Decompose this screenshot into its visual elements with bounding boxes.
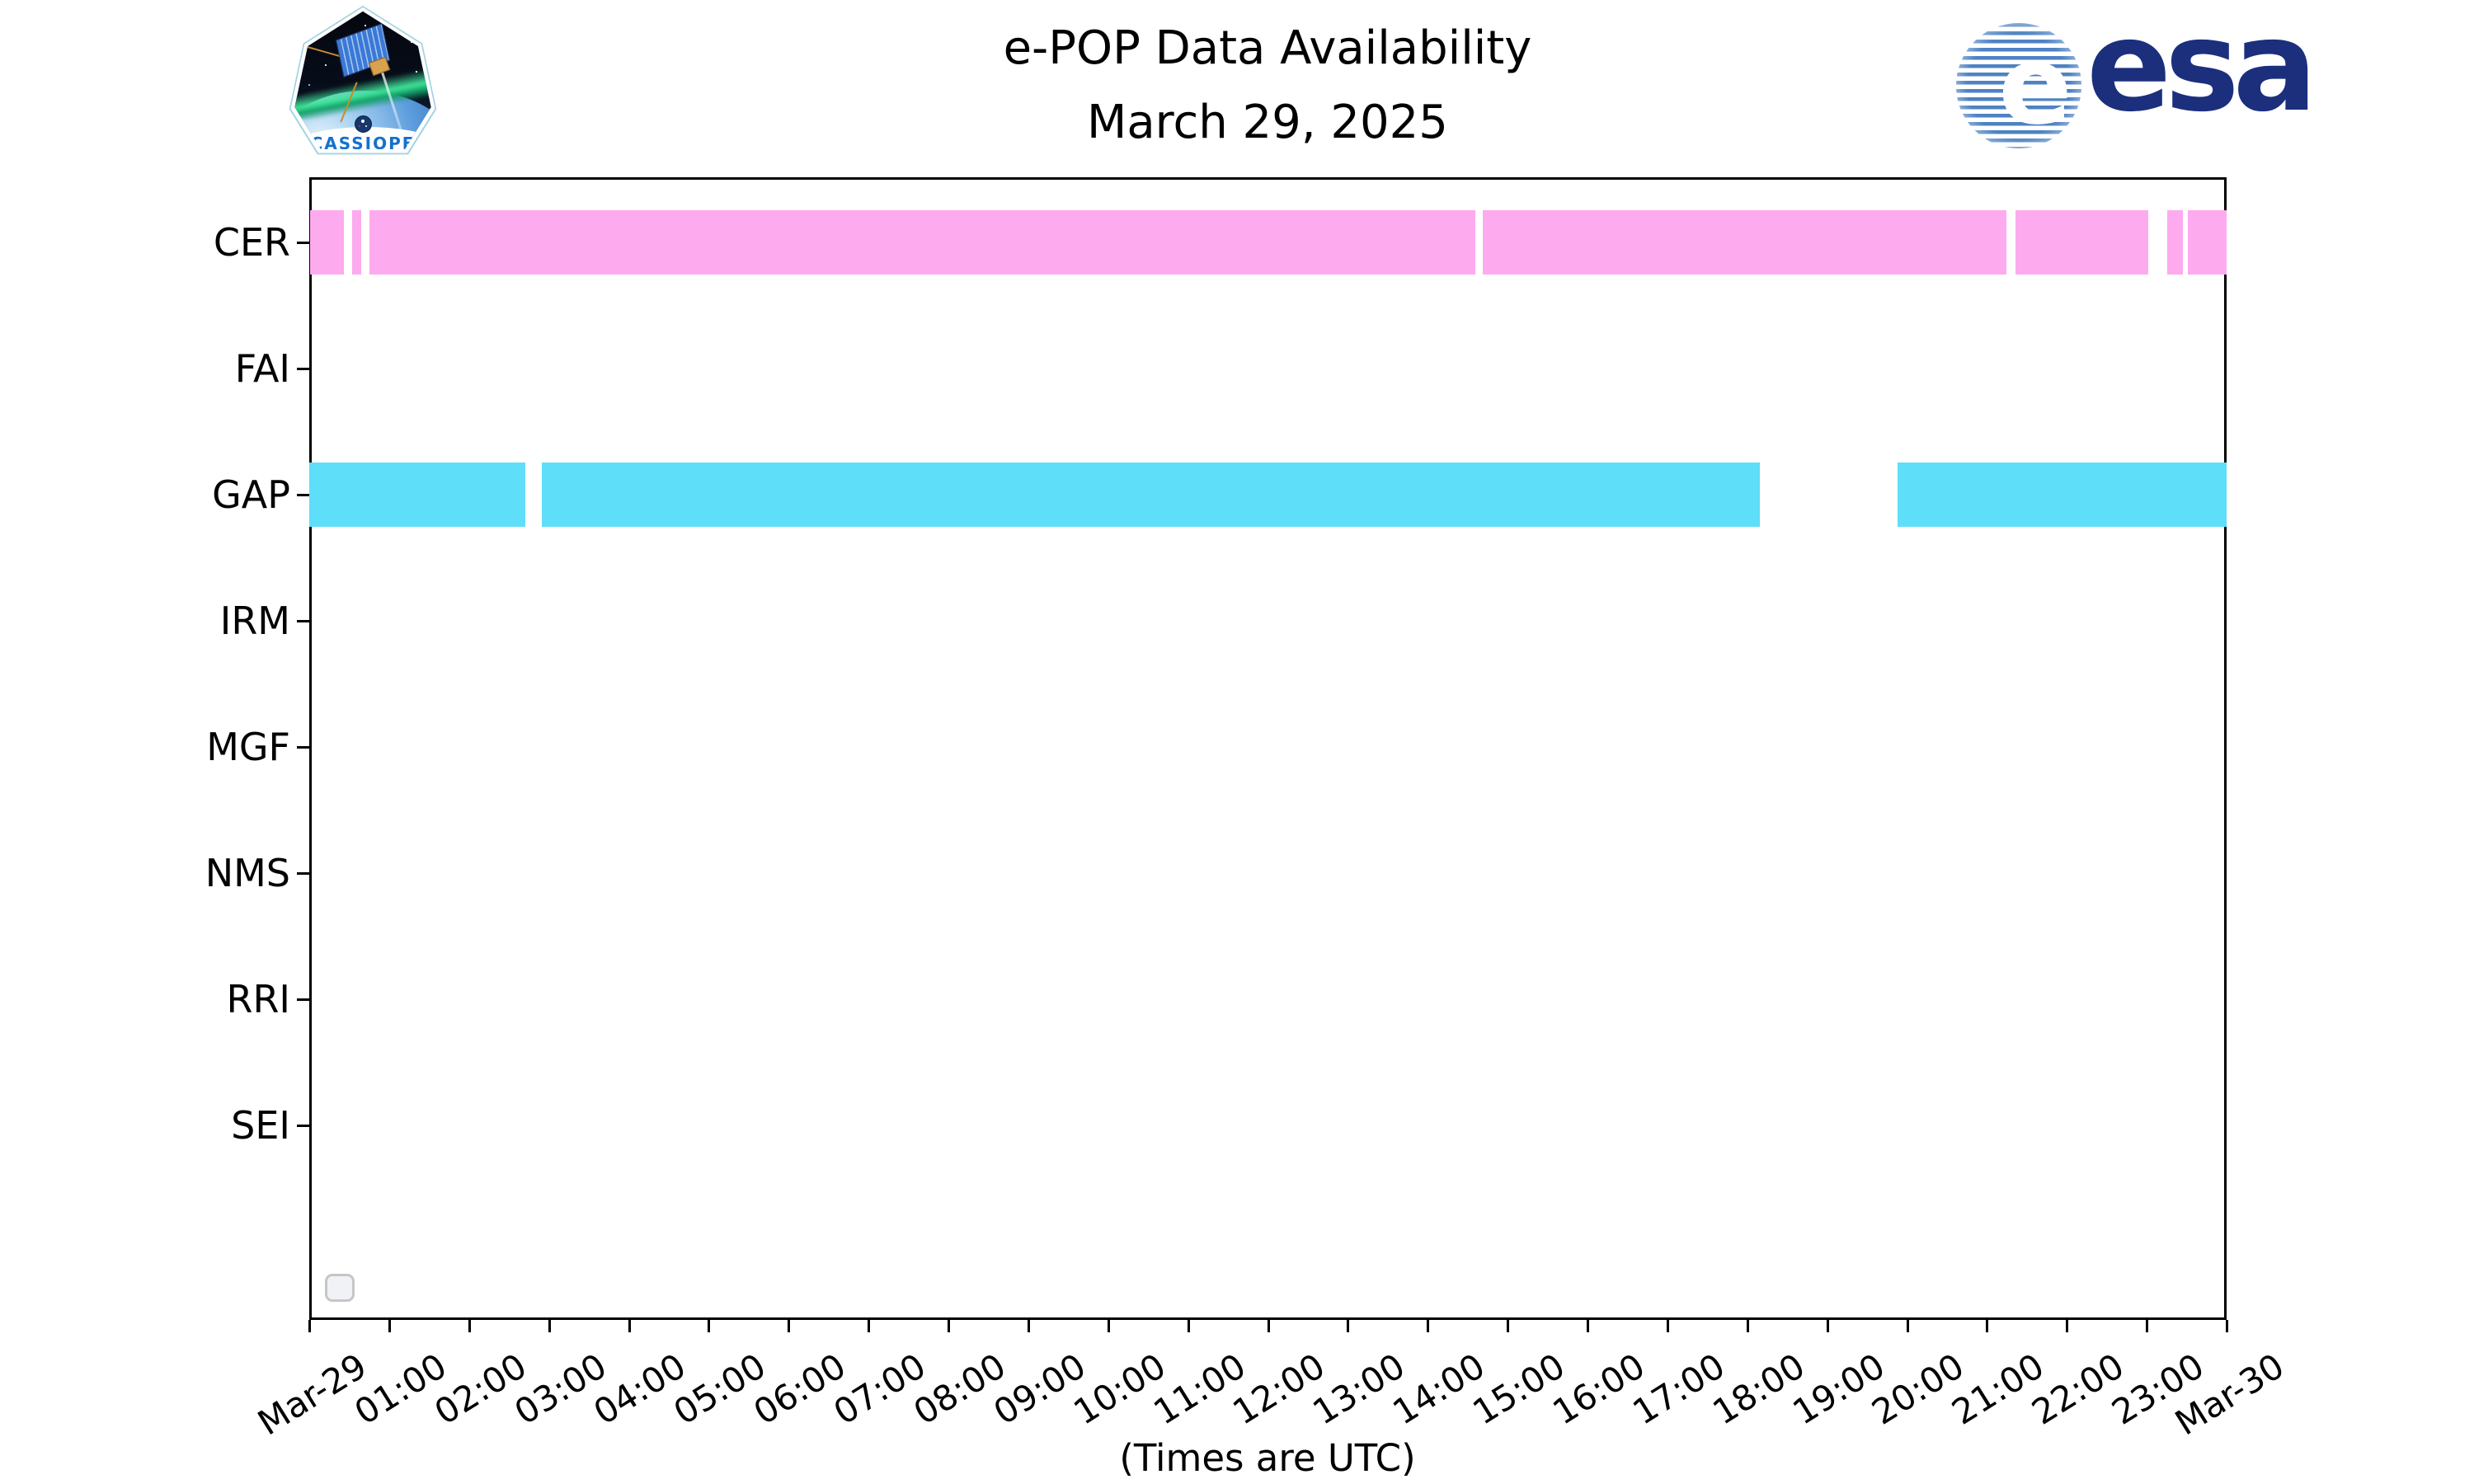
- x-tick-mark: [1587, 1320, 1589, 1332]
- x-tick-label-1000: 10:00: [1066, 1345, 1173, 1433]
- x-tick-mark: [708, 1320, 711, 1332]
- y-tick-mark: [297, 620, 309, 622]
- x-axis-label: (Times are UTC): [1119, 1436, 1416, 1480]
- y-tick-label-fai: FAI: [234, 346, 290, 391]
- x-tick-label-1900: 19:00: [1785, 1345, 1892, 1433]
- x-tick-label-1600: 16:00: [1545, 1345, 1652, 1433]
- x-tick-label-1100: 11:00: [1145, 1345, 1253, 1433]
- satellite-boom-icon: [380, 12, 420, 43]
- y-tick-label-irm: IRM: [219, 599, 290, 643]
- y-tick-mark: [297, 746, 309, 749]
- availability-segment-cer: [2188, 210, 2227, 275]
- availability-segment-cer: [309, 210, 345, 275]
- x-tick-label-0700: 07:00: [826, 1345, 934, 1433]
- cassiope-label: CASSIOPE: [310, 134, 416, 153]
- availability-segment-cer: [2015, 210, 2148, 275]
- x-tick-label-1500: 15:00: [1465, 1345, 1573, 1433]
- x-tick-mark: [1906, 1320, 1909, 1332]
- x-tick-label-1700: 17:00: [1625, 1345, 1732, 1433]
- csa-emblem-icon: [355, 115, 372, 133]
- x-tick-mark: [468, 1320, 471, 1332]
- x-tick-label-1400: 14:00: [1385, 1345, 1493, 1433]
- x-tick-mark: [1826, 1320, 1829, 1332]
- x-tick-label-0200: 02:00: [427, 1345, 534, 1433]
- x-tick-label-2100: 21:00: [1945, 1345, 2052, 1433]
- x-tick-label-0100: 01:00: [347, 1345, 454, 1433]
- x-tick-mark: [388, 1320, 391, 1332]
- x-tick-mark: [1187, 1320, 1190, 1332]
- x-tick-label-0900: 09:00: [986, 1345, 1093, 1433]
- x-tick-mark: [2146, 1320, 2149, 1332]
- x-tick-mark: [788, 1320, 791, 1332]
- x-tick-mark: [1267, 1320, 1270, 1332]
- x-tick-mark: [1986, 1320, 1989, 1332]
- availability-segment-cer: [2166, 210, 2183, 275]
- x-tick-mark: [548, 1320, 551, 1332]
- x-tick-label-1300: 13:00: [1305, 1345, 1413, 1433]
- x-tick-label-1200: 12:00: [1225, 1345, 1333, 1433]
- x-tick-mark: [2226, 1320, 2228, 1332]
- x-tick-mark: [1027, 1320, 1030, 1332]
- x-tick-mark: [628, 1320, 631, 1332]
- y-tick-mark: [297, 998, 309, 1001]
- x-tick-label-0500: 05:00: [666, 1345, 774, 1433]
- y-tick-mark: [297, 494, 309, 496]
- x-tick-label-0600: 06:00: [746, 1345, 854, 1433]
- x-tick-mark: [948, 1320, 950, 1332]
- x-tick-mark: [1746, 1320, 1749, 1332]
- y-tick-label-mgf: MGF: [206, 725, 290, 769]
- x-tick-mark: [2066, 1320, 2069, 1332]
- x-tick-label-2200: 22:00: [2025, 1345, 2132, 1433]
- x-tick-label-0400: 04:00: [586, 1345, 694, 1433]
- y-tick-label-cer: CER: [213, 220, 290, 265]
- y-tick-mark: [297, 368, 309, 370]
- legend-box: [325, 1274, 355, 1302]
- esa-wordmark: esa: [2086, 0, 2317, 139]
- x-tick-mark: [1347, 1320, 1350, 1332]
- y-tick-mark: [297, 872, 309, 875]
- chart-title-line1: e-POP Data Availability: [1003, 21, 1532, 75]
- stars-graphic: [290, 10, 292, 12]
- x-tick-label-1800: 18:00: [1705, 1345, 1812, 1433]
- y-tick-label-gap: GAP: [212, 472, 290, 517]
- x-tick-mark: [1107, 1320, 1110, 1332]
- esa-globe-e-icon: e: [1998, 22, 2072, 149]
- y-tick-label-nms: NMS: [205, 851, 290, 895]
- plot-area: [309, 177, 2227, 1320]
- x-tick-label-2000: 20:00: [1865, 1345, 1972, 1433]
- x-tick-label-0800: 08:00: [906, 1345, 1013, 1433]
- x-tick-mark: [1666, 1320, 1669, 1332]
- availability-segment-gap: [309, 463, 526, 527]
- x-tick-mark: [868, 1320, 871, 1332]
- esa-globe-icon: [1956, 23, 2081, 148]
- availability-segment-cer: [1482, 210, 2007, 275]
- y-tick-label-sei: SEI: [231, 1103, 290, 1148]
- chart-title-line2: March 29, 2025: [1087, 96, 1448, 149]
- y-tick-mark: [297, 242, 309, 244]
- availability-segment-gap: [1898, 463, 2227, 527]
- x-tick-label-0300: 03:00: [506, 1345, 614, 1433]
- availability-segment-gap: [542, 463, 1760, 527]
- x-tick-mark: [1427, 1320, 1430, 1332]
- esa-logo: e esa: [1956, 0, 2317, 161]
- x-tick-mark: [1507, 1320, 1510, 1332]
- chart-title: e-POP Data Availability March 29, 2025: [773, 12, 1762, 160]
- y-tick-mark: [297, 1125, 309, 1127]
- x-tick-mark: [308, 1320, 311, 1332]
- availability-segment-cer: [352, 210, 361, 275]
- y-tick-label-rri: RRI: [226, 977, 291, 1021]
- availability-segment-cer: [369, 210, 1476, 275]
- patch-artwork: CASSIOPE: [290, 10, 431, 153]
- cassiope-mission-patch: CASSIOPE: [289, 5, 437, 155]
